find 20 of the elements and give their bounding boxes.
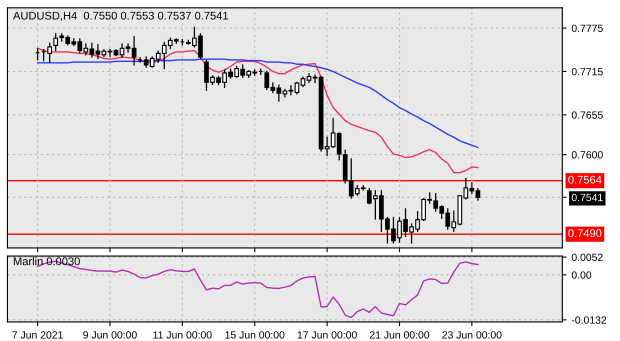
x-tick-label: 23 Jun 00:00: [442, 331, 502, 339]
x-tick-label: 17 Jun 00:00: [298, 331, 357, 339]
ref-line-label: 0.7564: [568, 176, 602, 184]
x-tick-label: 15 Jun 00:00: [225, 331, 284, 339]
y-tick-label: 0.7600: [572, 151, 603, 159]
candlestick: [47, 42, 52, 63]
ref-line-label: 0.7490: [568, 229, 602, 238]
y-tick-label: 0.7715: [572, 68, 603, 76]
chart-title: Marlin 0.0030: [14, 257, 80, 266]
y-tick-label: 0.7655: [572, 111, 603, 119]
x-tick-label: 21 Jun 00:00: [370, 331, 430, 339]
x-tick-label: 11 Jun 00:00: [153, 331, 212, 339]
y-tick-label: 0.7541: [572, 194, 603, 202]
y-tick-label: 0.0052: [572, 254, 603, 261]
chart-title: AUDUSD,H4 0.7550 0.7553 0.7537 0.7541: [13, 12, 228, 21]
x-tick-label: 9 Jun 00:00: [83, 331, 137, 339]
x-tick-label: 7 Jun 2021: [12, 331, 63, 339]
y-tick-label: 0.7775: [572, 24, 603, 32]
y-tick-label: 0.00: [572, 271, 592, 279]
y-tick-label: -0.0132: [572, 316, 606, 324]
